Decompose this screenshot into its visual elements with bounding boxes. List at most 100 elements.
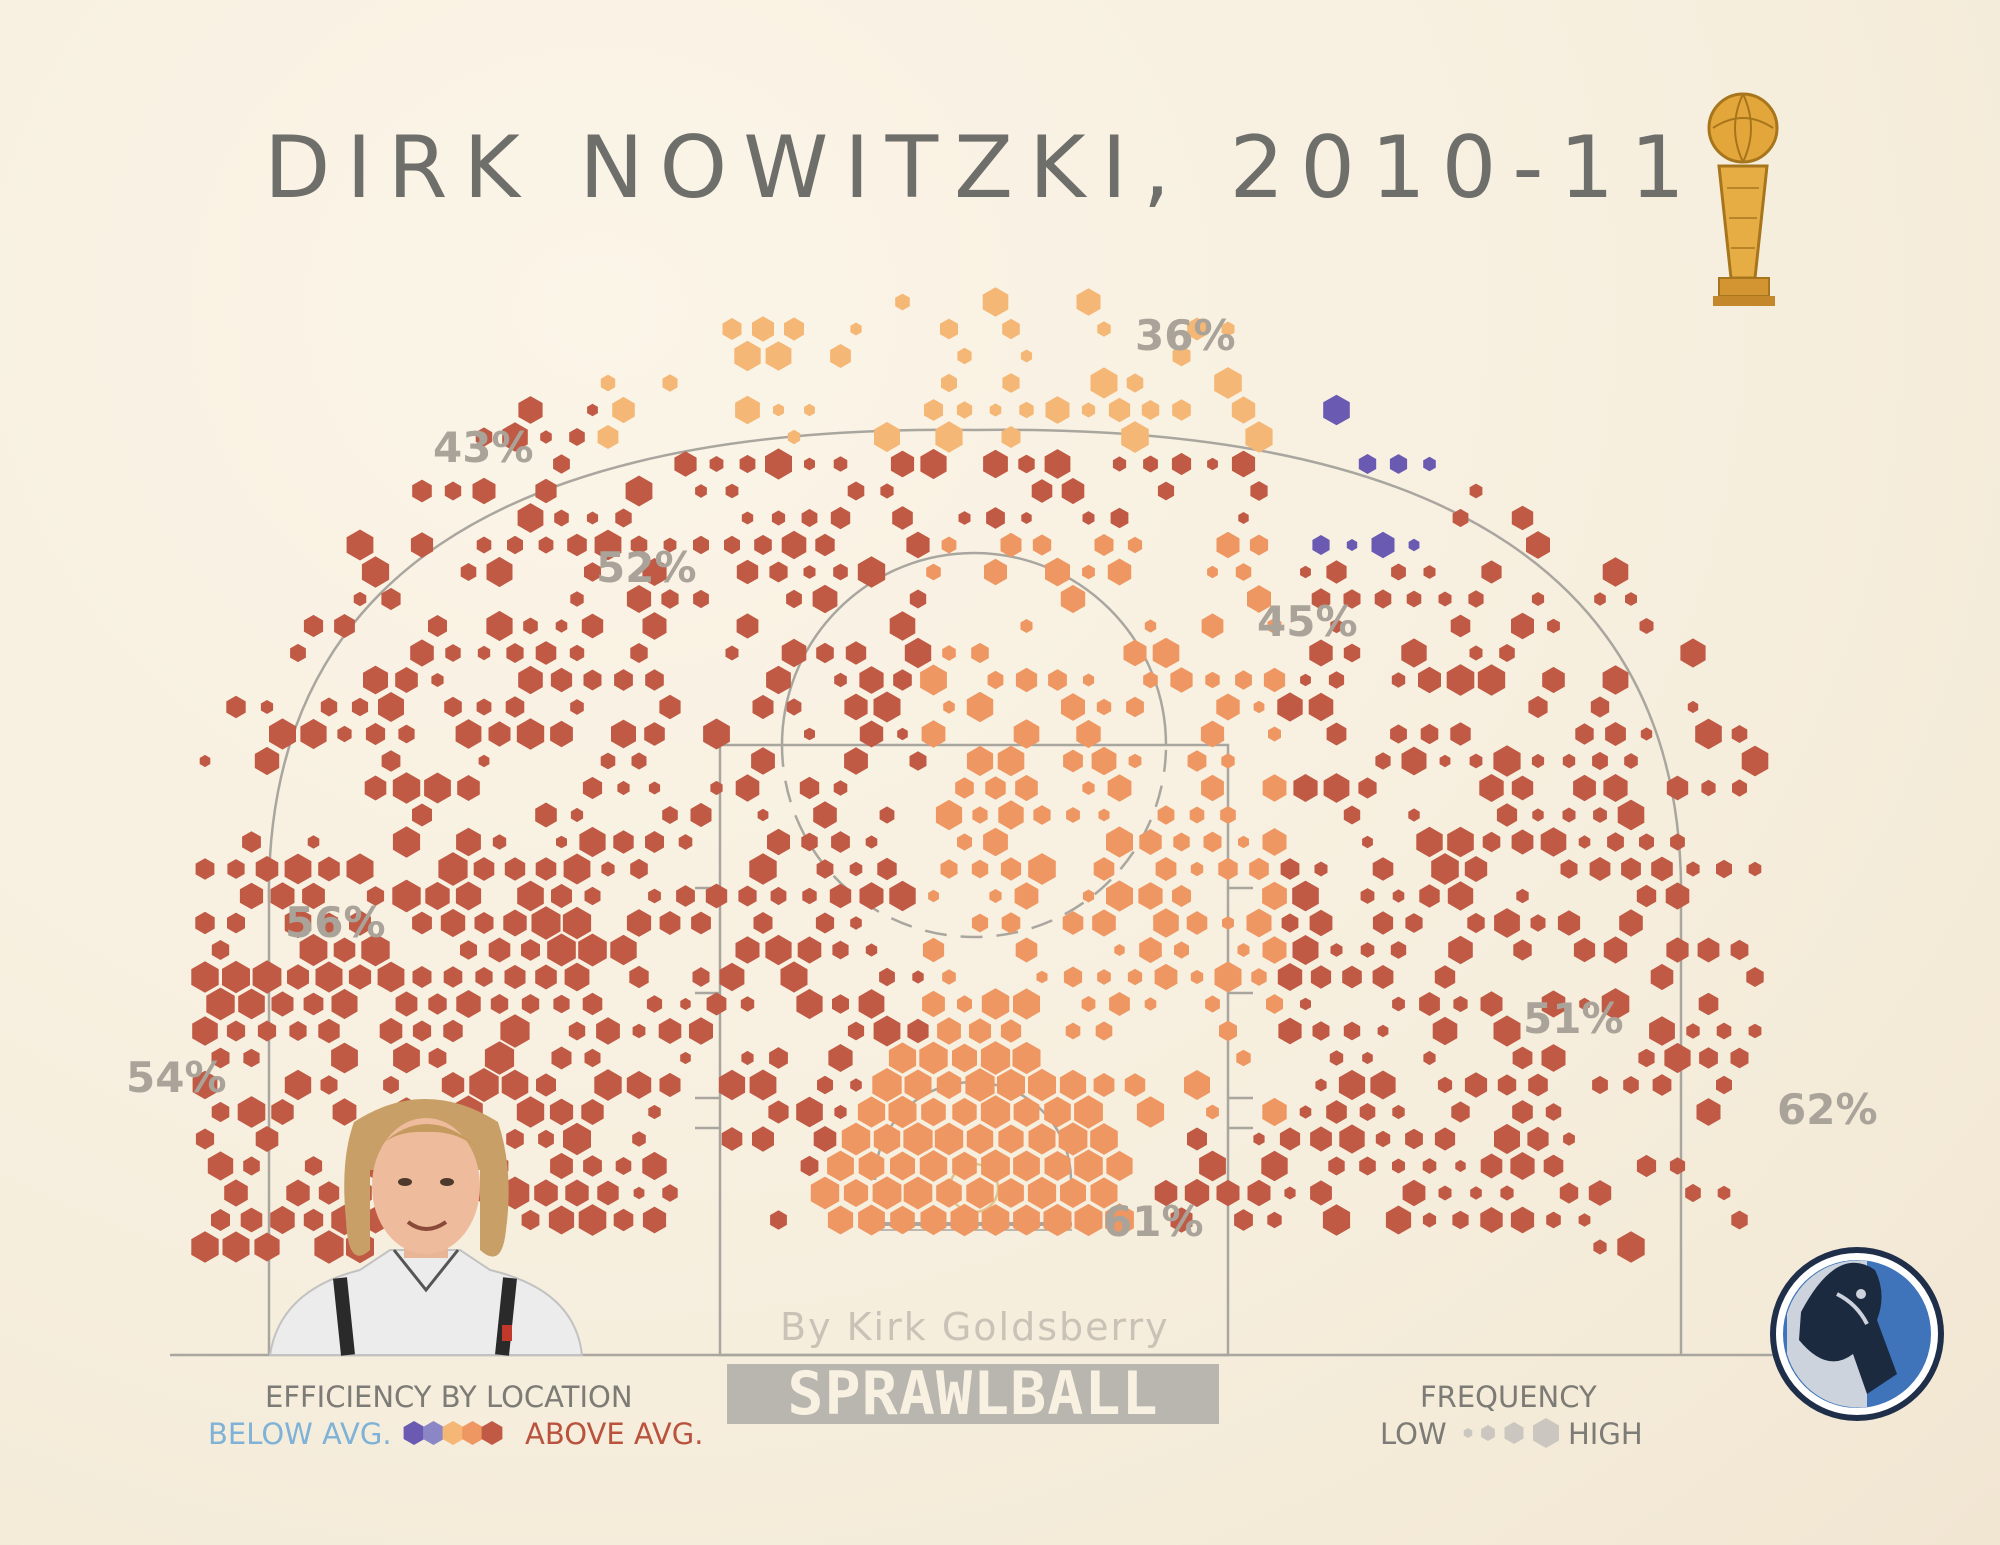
shot-hexbin — [935, 421, 963, 453]
shot-hexbin — [1277, 963, 1303, 991]
shot-hexbin — [199, 754, 211, 768]
shot-hexbin — [551, 1046, 572, 1070]
shot-hexbin — [1014, 882, 1039, 910]
shot-hexbin — [303, 1208, 324, 1232]
shot-hexbin — [1310, 965, 1332, 989]
shot-hexbin — [503, 909, 527, 937]
shot-hexbin — [443, 966, 463, 988]
shot-hexbin — [594, 1069, 622, 1101]
shot-hexbin — [1469, 483, 1483, 499]
shot-hexbin — [1557, 910, 1581, 936]
shot-hexbin — [857, 1096, 886, 1128]
shot-hexbin — [1664, 1042, 1691, 1074]
shot-hexbin — [935, 799, 963, 831]
byline: By Kirk Goldsberry — [780, 1305, 1170, 1349]
shot-hexbin — [709, 456, 724, 472]
shot-hexbin — [613, 1208, 634, 1232]
shot-hexbin — [1253, 700, 1265, 714]
shot-hexbin — [1480, 1153, 1503, 1179]
shot-hexbin — [1031, 479, 1053, 503]
shot-hexbin — [1406, 590, 1422, 608]
shot-hexbin — [1593, 807, 1607, 823]
shot-hexbin — [981, 1149, 1010, 1183]
shot-hexbin — [505, 696, 525, 718]
shot-hexbin — [693, 535, 709, 555]
shot-hexbin — [1312, 1021, 1330, 1041]
shot-hexbin — [242, 831, 261, 853]
shot-hexbin — [320, 1075, 338, 1095]
shot-hexbin — [1500, 1185, 1514, 1201]
shot-hexbin — [971, 913, 989, 933]
shot-hexbin — [1315, 1078, 1327, 1092]
shot-hexbin — [706, 992, 727, 1016]
shot-hexbin — [889, 611, 916, 641]
shot-hexbin — [333, 937, 356, 963]
shot-hexbin — [320, 697, 338, 717]
shot-hexbin — [1438, 1185, 1452, 1201]
shot-hexbin — [318, 1018, 340, 1044]
shot-hexbin — [799, 776, 820, 800]
shot-hexbin — [982, 287, 1009, 317]
shot-hexbin — [1154, 1179, 1178, 1207]
shot-hexbin — [663, 537, 677, 553]
shot-hexbin — [395, 667, 418, 693]
shot-hexbin — [1328, 671, 1345, 689]
shot-hexbin — [1372, 857, 1394, 881]
shot-hexbin — [830, 506, 851, 530]
shot-hexbin — [1434, 965, 1456, 989]
shot-hexbin — [1309, 639, 1333, 667]
shot-hexbin — [692, 967, 710, 987]
shot-hexbin — [874, 421, 900, 453]
shot-hexbin — [206, 987, 235, 1021]
shot-hexbin — [1701, 779, 1716, 797]
shot-hexbin — [741, 1050, 754, 1066]
shot-hexbin — [1044, 1096, 1071, 1128]
shot-hexbin — [940, 859, 958, 879]
shot-hexbin — [597, 1180, 619, 1206]
shot-hexbins — [191, 287, 1769, 1264]
shot-hexbin — [736, 613, 759, 639]
shot-hexbin — [1665, 882, 1690, 910]
shot-hexbin — [1360, 888, 1375, 904]
shot-hexbin — [1617, 799, 1645, 831]
shot-hexbin — [1590, 696, 1610, 718]
shot-hexbin — [1422, 1158, 1437, 1174]
shot-hexbin — [567, 533, 587, 557]
shot-hexbin — [555, 619, 568, 633]
shot-hexbin — [1284, 1186, 1296, 1200]
shot-hexbin — [412, 911, 432, 935]
shot-hexbin — [952, 1097, 977, 1127]
shot-hexbin — [829, 883, 852, 909]
shot-hexbin — [786, 589, 802, 609]
shot-hexbin — [1314, 861, 1328, 877]
shot-hexbin — [1153, 908, 1179, 938]
shot-hexbin — [1172, 885, 1191, 907]
shot-hexbin — [1097, 321, 1111, 337]
shot-hexbin — [424, 772, 451, 804]
shot-hexbin — [613, 830, 634, 854]
shot-hexbin — [642, 1151, 667, 1181]
shot-hexbin — [1012, 1041, 1041, 1075]
shot-hexbin — [583, 1155, 602, 1177]
shot-hexbin — [1423, 456, 1436, 472]
shot-hexbin — [1207, 565, 1218, 579]
shot-hexbin — [469, 1068, 499, 1102]
shot-hexbin — [1666, 775, 1689, 801]
shot-hexbin — [1392, 1158, 1405, 1174]
shot-hexbin — [781, 638, 807, 668]
shot-hexbin — [1184, 1070, 1210, 1100]
shot-hexbin — [1480, 991, 1503, 1017]
shot-hexbin — [1000, 857, 1022, 881]
shot-hexbin — [1002, 318, 1020, 340]
shot-hexbin — [626, 909, 652, 937]
shot-hexbin — [984, 558, 1007, 586]
shot-hexbin — [955, 777, 974, 799]
shot-hexbin — [1139, 936, 1162, 964]
shot-hexbin — [1422, 1212, 1437, 1228]
shot-hexbin — [364, 775, 387, 801]
shot-hexbin — [1392, 889, 1405, 903]
shot-hexbin — [410, 639, 434, 667]
chart-title: DIRK NOWITZKI, 2010-11 — [264, 118, 1701, 218]
shot-hexbin — [1300, 997, 1311, 1011]
shot-hexbin — [719, 962, 745, 992]
